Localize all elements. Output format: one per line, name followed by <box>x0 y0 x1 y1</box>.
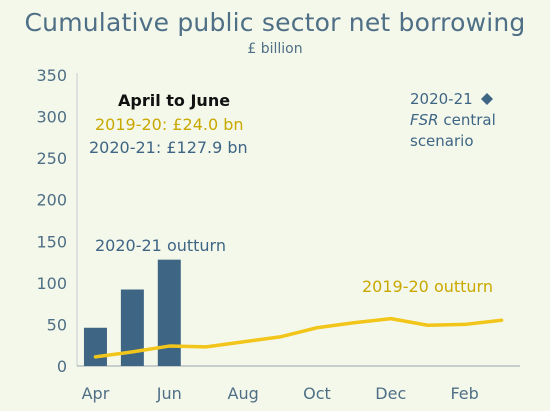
chart-title: Cumulative public sector net borrowing <box>24 8 526 37</box>
fsr-scenario: scenario <box>410 132 474 150</box>
y-tick-label: 250 <box>36 149 67 168</box>
y-tick-label: 200 <box>36 191 67 210</box>
y-tick-label: 0 <box>57 357 67 376</box>
y-tick-label: 300 <box>36 108 67 127</box>
y-tick-label: 50 <box>47 315 67 334</box>
x-tick-label: Dec <box>375 384 406 403</box>
summary-2019-20: 2019-20: £24.0 bn <box>95 115 244 134</box>
x-tick-label: Oct <box>303 384 331 403</box>
diamond-icon <box>481 93 494 105</box>
x-tick-label: Jun <box>156 384 182 403</box>
unit-label: £ billion <box>247 41 303 57</box>
x-tick-label: Aug <box>228 384 259 403</box>
summary-heading: April to June <box>118 91 231 110</box>
bar-series-label: 2020-21 outturn <box>95 236 226 255</box>
fsr-italic: FSR <box>410 111 439 129</box>
y-tick-label: 350 <box>36 66 67 85</box>
fsr-scenario-label: 2020-21 FSR central scenario <box>410 89 496 152</box>
y-tick-label: 150 <box>36 232 67 251</box>
bar <box>157 259 181 366</box>
x-tick-label: Apr <box>82 384 110 403</box>
fsr-central: central <box>438 111 496 129</box>
y-tick-label: 100 <box>36 274 67 293</box>
line-series-label: 2019-20 outturn <box>362 277 493 296</box>
bar <box>120 289 144 366</box>
summary-2020-21: 2020-21: £127.9 bn <box>89 138 248 157</box>
x-tick-label: Feb <box>450 384 478 403</box>
bar <box>83 327 107 366</box>
series-line-2019-20 <box>93 316 504 359</box>
fsr-year: 2020-21 <box>410 90 473 108</box>
